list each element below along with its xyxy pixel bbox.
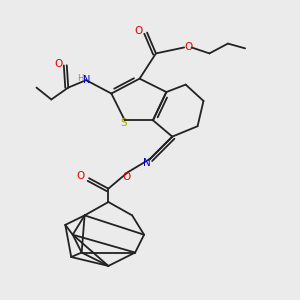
Text: S: S bbox=[120, 118, 127, 128]
Text: O: O bbox=[135, 26, 143, 36]
Text: N: N bbox=[143, 158, 151, 168]
Text: H: H bbox=[78, 74, 84, 83]
Text: O: O bbox=[122, 172, 130, 182]
Text: O: O bbox=[184, 42, 192, 52]
Text: N: N bbox=[83, 75, 91, 85]
Text: O: O bbox=[76, 171, 84, 181]
Text: O: O bbox=[54, 59, 63, 69]
